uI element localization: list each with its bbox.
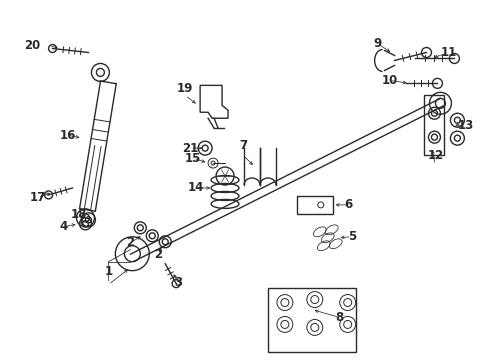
Text: 2: 2 — [126, 236, 134, 249]
Bar — [297, 196, 333, 214]
Text: 4: 4 — [59, 220, 68, 233]
Text: 15: 15 — [185, 152, 201, 165]
Text: 12: 12 — [427, 149, 443, 162]
Text: 18: 18 — [70, 208, 87, 221]
Text: 10: 10 — [381, 74, 398, 87]
Text: 5: 5 — [347, 230, 356, 243]
Text: 6: 6 — [344, 198, 353, 211]
Text: 11: 11 — [441, 46, 457, 59]
Text: 13: 13 — [457, 119, 473, 132]
Text: 14: 14 — [188, 181, 204, 194]
Text: 19: 19 — [177, 82, 194, 95]
Bar — [268, 288, 356, 352]
Text: 17: 17 — [29, 192, 46, 204]
Text: 9: 9 — [373, 37, 382, 50]
Text: 16: 16 — [59, 129, 75, 142]
Text: 20: 20 — [24, 39, 41, 52]
Text: 1: 1 — [104, 265, 112, 278]
Text: 21: 21 — [182, 141, 198, 155]
Text: 7: 7 — [239, 139, 247, 152]
Text: 3: 3 — [174, 276, 182, 289]
Text: 2: 2 — [154, 248, 162, 261]
Text: 8: 8 — [336, 311, 344, 324]
